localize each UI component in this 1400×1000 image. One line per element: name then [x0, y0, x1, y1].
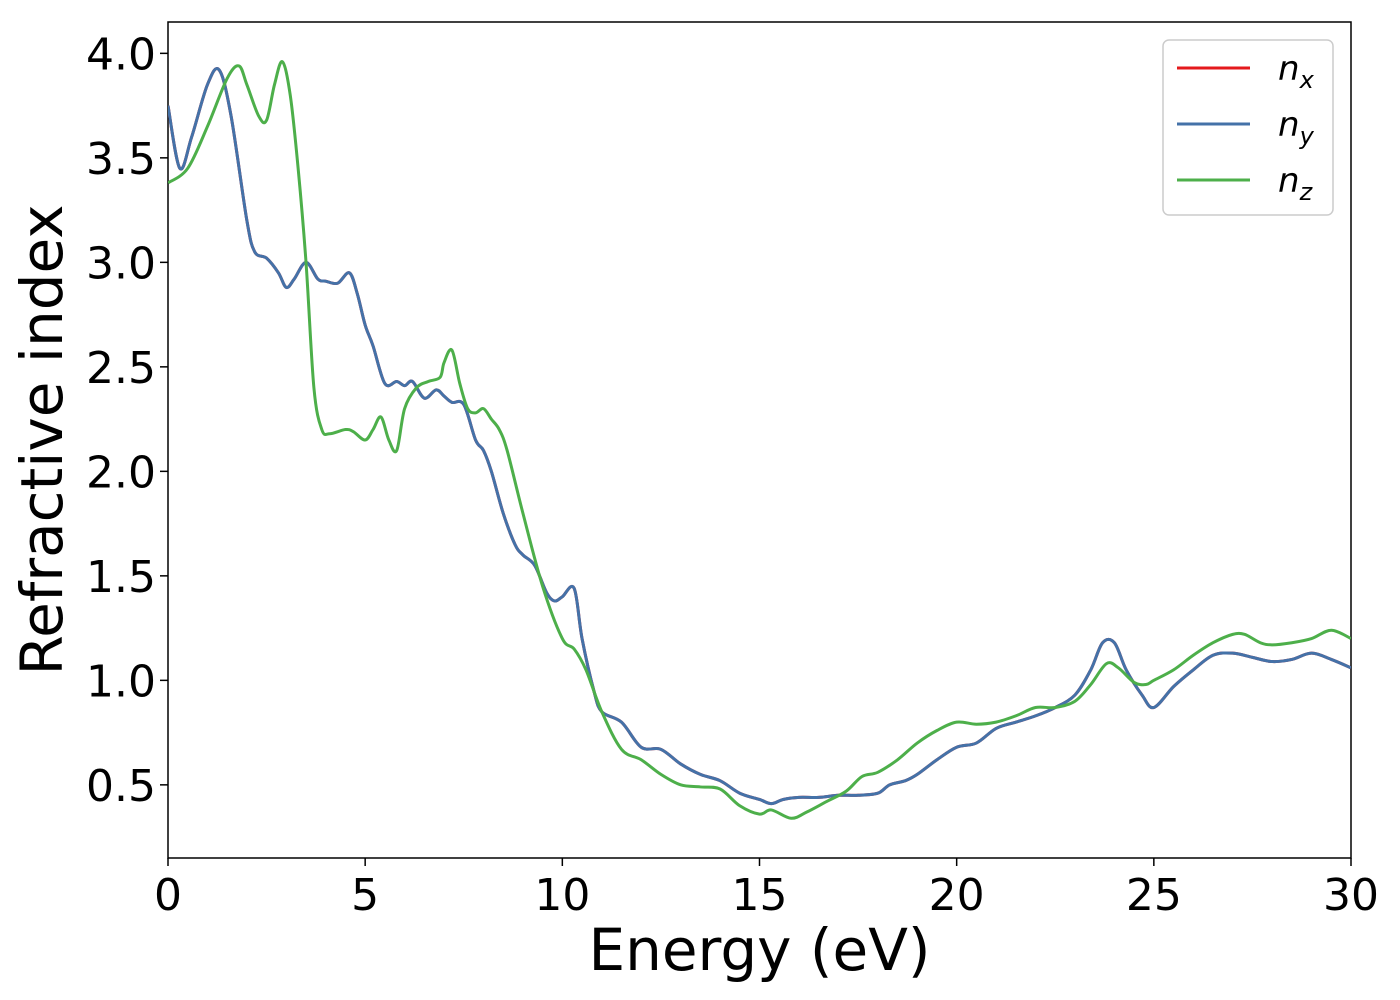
y-axis-label: Refractive index	[8, 204, 76, 675]
series-layer	[168, 60, 1351, 820]
y-tick-label: 1.0	[86, 656, 156, 707]
legend-label-sub: y	[1299, 122, 1315, 150]
x-axis-ticks: 0 5 10 15 20 25 30	[154, 858, 1379, 921]
x-tick-label: 5	[351, 870, 379, 921]
x-tick-label: 25	[1126, 870, 1182, 921]
y-tick-label: 1.5	[86, 552, 156, 603]
legend-box	[1162, 39, 1334, 216]
legend-label-sub: z	[1299, 178, 1314, 206]
y-axis-ticks: 0.5 1.0 1.5 2.0 2.5 3.0 3.5 4.0	[86, 29, 168, 812]
y-tick-label: 0.5	[86, 761, 156, 812]
legend-label-base: n	[1278, 161, 1300, 201]
x-axis-label: Energy (eV)	[588, 916, 930, 984]
legend-label-base: n	[1278, 105, 1300, 145]
x-tick-label: 20	[929, 870, 985, 921]
x-tick-label: 0	[154, 870, 182, 921]
y-tick-label: 2.0	[86, 447, 156, 498]
x-tick-label: 15	[732, 870, 788, 921]
y-tick-label: 3.5	[86, 134, 156, 185]
legend-label-sub: x	[1299, 66, 1315, 94]
legend-label: ny	[1278, 105, 1315, 150]
x-tick-label: 30	[1323, 870, 1379, 921]
series-line-n-z	[168, 60, 1351, 820]
legend-label: nz	[1278, 161, 1314, 206]
y-tick-label: 3.0	[86, 238, 156, 289]
x-tick-label: 10	[534, 870, 590, 921]
legend-label-base: n	[1278, 49, 1300, 89]
y-tick-label: 4.0	[86, 29, 156, 80]
y-tick-label: 2.5	[86, 343, 156, 394]
legend-label: nx	[1278, 49, 1315, 94]
